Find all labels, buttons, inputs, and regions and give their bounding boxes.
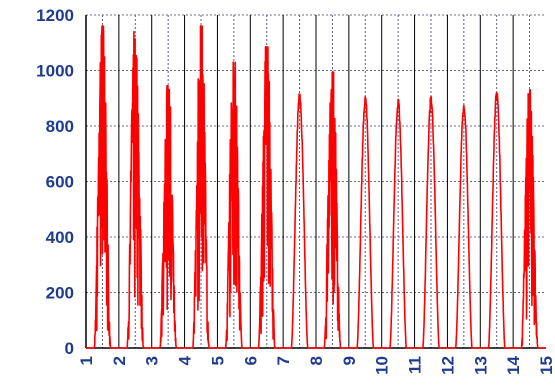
- x-tick-label: 6: [241, 356, 260, 365]
- x-tick-label: 4: [176, 355, 195, 365]
- x-tick-label: 1: [77, 356, 96, 365]
- x-tick-label: 15: [537, 356, 555, 375]
- y-tick-label: 400: [46, 228, 74, 247]
- x-tick-label: 9: [340, 356, 359, 365]
- x-tick-label: 3: [143, 356, 162, 365]
- x-tick-label: 12: [438, 356, 457, 375]
- y-tick-label: 200: [46, 284, 74, 303]
- x-tick-label: 11: [406, 356, 425, 374]
- y-tick-label: 0: [65, 339, 74, 358]
- x-tick-labels: 1 2 3 4 5 6 7 8 9 10 11 12 13 14 15: [77, 355, 555, 374]
- series: [85, 25, 547, 349]
- x-tick-label: 10: [373, 356, 392, 375]
- x-tick-label: 13: [471, 356, 490, 375]
- y-tick-label: 800: [46, 117, 74, 136]
- series-line: [85, 25, 547, 349]
- x-tick-label: 2: [110, 356, 129, 365]
- y-tick-label: 600: [46, 173, 74, 192]
- y-tick-labels: 0 200 400 600 800 1000 1200: [36, 6, 74, 358]
- x-tick-label: 5: [208, 356, 227, 365]
- x-tick-label: 7: [274, 356, 293, 365]
- y-tick-label: 1000: [36, 62, 74, 81]
- x-tick-label: 8: [307, 356, 326, 365]
- x-tick-label: 14: [504, 355, 523, 374]
- y-tick-label: 1200: [36, 6, 74, 25]
